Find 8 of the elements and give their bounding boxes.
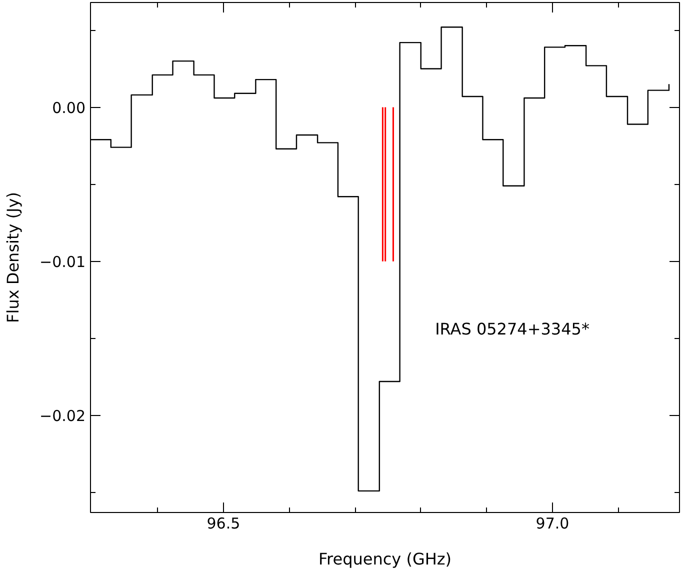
- y-tick-label: 0.00: [52, 98, 86, 117]
- y-tick-label: −0.02: [40, 406, 86, 425]
- x-tick-label: 97.0: [536, 514, 570, 532]
- y-axis-title: Flux Density (Jy): [4, 192, 23, 323]
- y-tick-label: −0.01: [40, 252, 86, 271]
- annotation: IRAS 05274+3345*: [435, 319, 590, 338]
- x-tick-label: 96.5: [206, 514, 240, 532]
- x-axis-title: Frequency (GHz): [318, 550, 452, 568]
